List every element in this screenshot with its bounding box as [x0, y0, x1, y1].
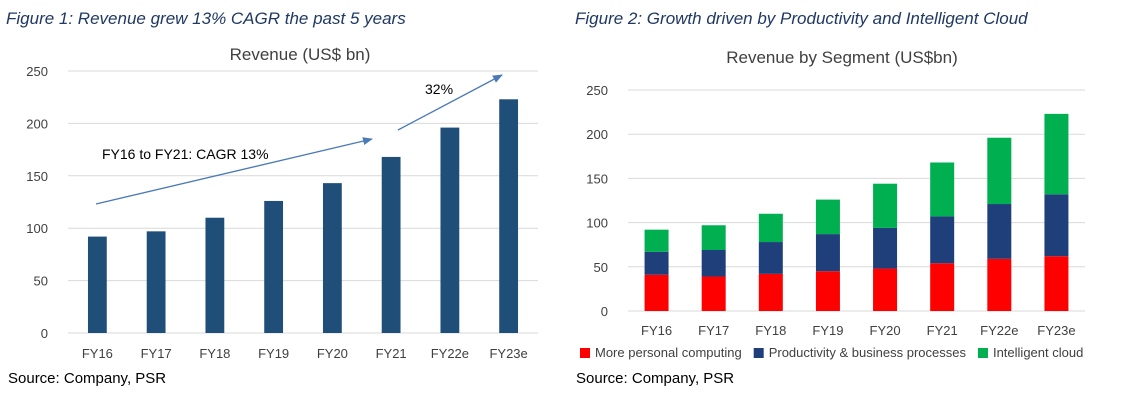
chart2-xtick-label: FY18 — [755, 323, 786, 338]
chart2-legend-swatch — [580, 348, 590, 358]
segment-stacked-bar-chart: Revenue by Segment (US$bn) 0 50 100 150 200 2… — [580, 48, 1085, 360]
chart1-xtick-label: FY23e — [489, 346, 527, 361]
chart2-xtick-label: FY19 — [812, 323, 843, 338]
chart1-ytick-label: 50 — [34, 274, 48, 289]
chart2-bar-segment — [701, 225, 726, 251]
chart2-xtick-label: FY17 — [698, 323, 729, 338]
chart1-annotation-32pct: 32% — [425, 81, 453, 97]
chart1-bar — [264, 200, 284, 333]
chart2-ytick-label: 200 — [586, 127, 608, 142]
chart1-ytick-label: 0 — [41, 326, 48, 341]
chart2-bar-segment — [644, 274, 669, 311]
chart2-xtick-label: FY23e — [1037, 323, 1075, 338]
chart1-bar — [87, 236, 107, 333]
figure-2-source: Source: Company, PSR — [576, 370, 735, 387]
chart2-legend-label: Productivity & business processes — [769, 345, 967, 360]
chart2-bar-segment — [758, 273, 783, 311]
chart2-bar-segment — [815, 271, 840, 311]
chart1-bar — [322, 183, 342, 333]
chart2-xtick-label: FY16 — [641, 323, 672, 338]
chart2-title: Revenue by Segment (US$bn) — [726, 48, 958, 67]
chart2-bar-segment — [987, 204, 1012, 259]
chart2-bar-segment — [701, 250, 726, 277]
chart2-ytick-label: 150 — [586, 171, 608, 186]
chart2-bar-segment — [930, 216, 955, 264]
chart2-bar-segment — [815, 199, 840, 235]
chart1-arrow-1 — [95, 137, 373, 205]
chart1-title: Revenue (US$ bn) — [230, 45, 371, 64]
chart1-xtick-label: FY22e — [431, 346, 469, 361]
chart2-bar-segment — [930, 263, 955, 311]
chart2-bar-segment — [815, 234, 840, 272]
chart1-bar — [440, 127, 460, 333]
chart2-bar-segment — [644, 251, 669, 275]
chart1-xtick-label: FY18 — [199, 346, 230, 361]
chart1-ytick-label: 200 — [26, 116, 48, 131]
chart1-xtick-label: FY17 — [141, 346, 172, 361]
chart2-bar-segment — [1044, 256, 1069, 311]
chart2-ytick-label: 0 — [601, 304, 608, 319]
chart2-bar-segment — [758, 242, 783, 274]
chart2-bar-segment — [987, 137, 1012, 205]
chart1-annotation-cagr: FY16 to FY21: CAGR 13% — [102, 146, 269, 162]
chart2-legend-label: Intelligent cloud — [993, 345, 1083, 360]
chart2-bar-segment — [701, 276, 726, 311]
figure-1-title: Figure 1: Revenue grew 13% CAGR the past… — [6, 9, 406, 28]
chart1-xtick-label: FY21 — [376, 346, 407, 361]
chart2-ytick-label: 50 — [594, 260, 608, 275]
chart2-bar-segment — [873, 183, 898, 228]
chart1-bar — [499, 99, 519, 334]
chart1-bar — [381, 156, 401, 333]
revenue-bar-chart: Revenue (US$ bn) 0 50 100 150 200 250 FY16 FY1… — [26, 45, 538, 361]
chart1-arrow-2 — [397, 74, 503, 131]
chart2-legend-swatch — [977, 348, 988, 358]
chart1-bar — [205, 217, 225, 333]
chart2-xtick-label: FY21 — [927, 323, 958, 338]
chart2-bar-segment — [873, 268, 898, 311]
chart2-legend-label: More personal computing — [595, 345, 742, 360]
chart2-bar-segment — [930, 162, 955, 217]
chart1-ytick-label: 250 — [26, 64, 48, 79]
chart2-legend-swatch — [753, 348, 764, 358]
chart1-xtick-label: FY16 — [82, 346, 113, 361]
chart2-ytick-label: 250 — [586, 83, 608, 98]
chart2-ytick-label: 100 — [586, 216, 608, 231]
chart1-ytick-label: 100 — [26, 221, 48, 236]
chart1-ytick-label: 150 — [26, 169, 48, 184]
chart1-bar — [146, 231, 166, 333]
figure-1-source: Source: Company, PSR — [8, 370, 167, 387]
chart2-bar-segment — [1044, 194, 1069, 257]
figure-2-title: Figure 2: Growth driven by Productivity … — [575, 9, 1028, 28]
chart2-bar-segment — [758, 213, 783, 243]
chart2-bar-segment — [644, 229, 669, 252]
chart2-bar-segment — [873, 227, 898, 269]
chart2-bar-segment — [987, 258, 1012, 311]
chart2-xtick-label: FY22e — [980, 323, 1018, 338]
chart1-xtick-label: FY20 — [317, 346, 348, 361]
chart2-xtick-label: FY20 — [870, 323, 901, 338]
chart2-bar-segment — [1044, 113, 1069, 195]
chart1-xtick-label: FY19 — [258, 346, 289, 361]
